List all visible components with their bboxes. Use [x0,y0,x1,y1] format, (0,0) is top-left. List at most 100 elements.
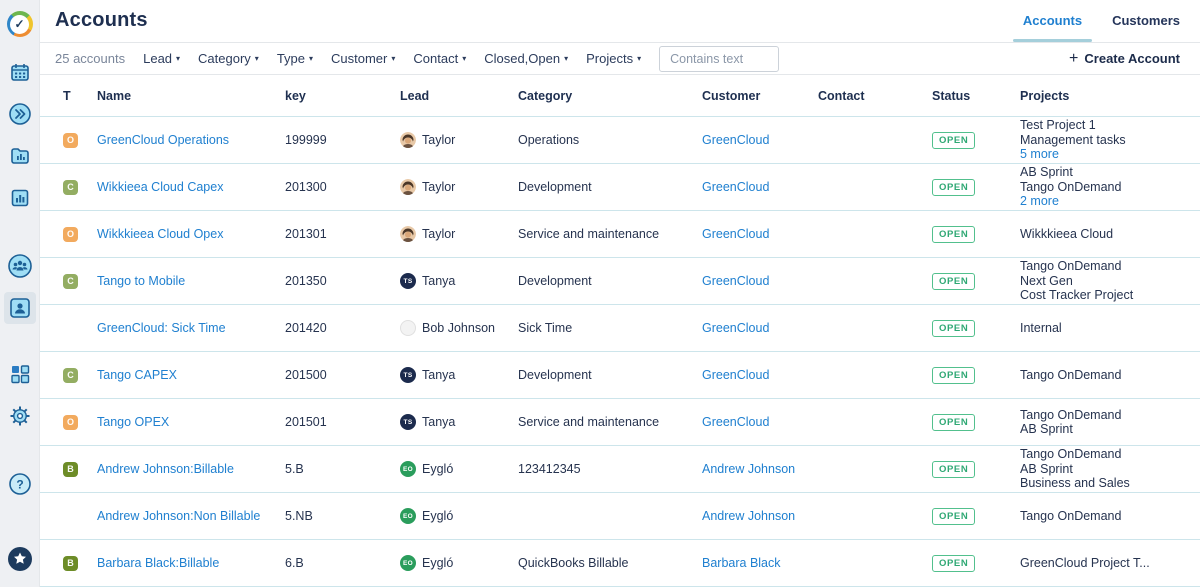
more-projects-link[interactable]: 2 more [1020,194,1059,209]
contains-text-input[interactable] [659,45,780,72]
customer-link[interactable]: Barbara Black [702,556,781,570]
account-key-cell: 201350 [285,274,327,288]
projects-cell: Tango OnDemand [1018,509,1180,524]
chevron-down-icon: ▾ [637,53,642,63]
sidebar-item-tempo-logo[interactable]: ✓ [4,8,36,40]
account-name-link[interactable]: Andrew Johnson:Billable [97,462,234,476]
account-key-cell: 5.NB [285,509,313,523]
customer-link[interactable]: GreenCloud [702,321,770,335]
help-icon: ? [8,472,32,496]
filter-category[interactable]: Category ▾ [198,51,259,66]
lead-name: Bob Johnson [422,321,495,335]
status-cell: OPEN [930,366,1018,384]
table-row[interactable]: GreenCloud: Sick Time 201420 Bob Johnson Si… [40,305,1200,352]
create-account-button[interactable]: + Create Account [1069,50,1180,67]
tab-customers[interactable]: Customers [1112,13,1180,29]
account-name-link[interactable]: Barbara Black:Billable [97,556,220,570]
filter-type[interactable]: Type ▾ [277,51,313,66]
table-row[interactable]: B Barbara Black:Billable 6.B EO Eygló QuickBo… [40,540,1200,587]
sidebar-item-reports[interactable] [4,140,36,172]
customer-link[interactable]: Andrew Johnson [702,509,796,523]
lead-avatar: EO [400,461,416,477]
account-key-cell: 201301 [285,227,327,241]
account-name-cell: Barbara Black:Billable [95,556,283,570]
customer-link[interactable]: GreenCloud [702,415,770,429]
status-badge: OPEN [932,319,976,337]
project-name: Tango OnDemand [1020,179,1122,194]
project-name: Tango OnDemand [1020,259,1122,274]
chevron-down-icon: ▾ [176,53,181,63]
customer-link[interactable]: GreenCloud [702,180,770,194]
sidebar-item-accounts[interactable] [3,292,36,324]
customer-cell: GreenCloud [700,180,816,194]
customer-link[interactable]: GreenCloud [702,368,770,382]
table-row[interactable]: O Wikkkieea Cloud Opex 201301 Taylor Service… [40,211,1200,258]
account-name-cell: GreenCloud: Sick Time [95,321,283,335]
customer-link[interactable]: GreenCloud [702,274,770,288]
page-title: Accounts [55,9,148,32]
customer-link[interactable]: Andrew Johnson [702,462,796,476]
account-name-link[interactable]: Andrew Johnson:Non Billable [97,509,261,523]
column-header-contact: Contact [818,88,865,103]
lead-cell: Taylor [398,132,516,148]
filter-closed-open[interactable]: Closed,Open ▾ [484,51,568,66]
lead-name: Tanya [422,274,456,288]
lead-avatar [400,132,416,148]
account-name-link[interactable]: GreenCloud Operations [97,133,230,147]
account-name-link[interactable]: Tango to Mobile [97,274,186,288]
account-key-cell: 201420 [285,321,327,335]
more-projects-link[interactable]: 5 more [1020,147,1059,162]
lead-cell: Taylor [398,179,516,195]
status-cell: OPEN [930,319,1018,337]
sidebar-item-expand[interactable] [4,98,36,130]
sidebar-item-pin[interactable] [4,543,36,575]
tempo-logo-icon: ✓ [6,11,33,37]
status-badge: OPEN [932,554,976,572]
chevron-down-icon: ▾ [462,53,467,63]
column-header-projects: Projects [1020,88,1070,103]
account-key-cell: 199999 [285,133,327,147]
table-row[interactable]: C Wikkieea Cloud Capex 201300 Taylor Develop… [40,164,1200,211]
sidebar-item-team[interactable] [4,250,36,282]
account-name-link[interactable]: Wikkieea Cloud Capex [97,180,224,194]
category-cell: Development [518,368,592,382]
customer-cell: GreenCloud [700,321,816,335]
lead-avatar [400,226,416,242]
sidebar-item-help[interactable]: ? [4,468,36,500]
filter-contact[interactable]: Contact ▾ [413,51,466,66]
sidebar-item-chart[interactable] [4,182,36,214]
lead-avatar: TS [400,273,416,289]
projects-cell: Test Project 1 Management tasks 5 more [1018,118,1180,162]
account-name-link[interactable]: Tango CAPEX [97,368,177,382]
sidebar-item-apps[interactable] [4,358,36,390]
table-row[interactable]: O Tango OPEX 201501 TS Tanya Service and main… [40,399,1200,446]
customer-cell: GreenCloud [700,368,816,382]
tab-accounts[interactable]: Accounts [1012,0,1093,42]
filter-lead[interactable]: Lead ▾ [143,51,180,66]
account-type-cell: B [55,461,95,477]
account-name-link[interactable]: Wikkkieea Cloud Opex [97,227,224,241]
project-name: Tango OnDemand [1020,367,1122,382]
column-header-lead: Lead [400,88,430,103]
project-name: AB Sprint [1020,461,1073,476]
account-type-badge: O [63,226,78,242]
table-row[interactable]: B Andrew Johnson:Billable 5.B EO Eygló 123412… [40,446,1200,493]
table-row[interactable]: Andrew Johnson:Non Billable 5.NB EO Eygló An… [40,493,1200,540]
lead-cell: TS Tanya [398,367,516,383]
table-row[interactable]: C Tango CAPEX 201500 TS Tanya Development Gree… [40,352,1200,399]
filter-customer[interactable]: Customer ▾ [331,51,395,66]
projects-cell: Tango OnDemand AB Sprint Business and Sale… [1018,447,1180,491]
filter-bar: 25 accounts Lead ▾ Category ▾ Type ▾ Customer ▾… [40,43,1200,76]
filter-projects[interactable]: Projects ▾ [586,51,641,66]
account-name-link[interactable]: GreenCloud: Sick Time [97,321,226,335]
project-name: Tango OnDemand [1020,407,1122,422]
status-badge: OPEN [932,507,976,525]
customer-link[interactable]: GreenCloud [702,133,770,147]
account-name-link[interactable]: Tango OPEX [97,415,170,429]
sidebar-item-settings[interactable] [4,400,36,432]
table-row[interactable]: O GreenCloud Operations 199999 Taylor Operat… [40,117,1200,164]
status-cell: OPEN [930,507,1018,525]
table-row[interactable]: C Tango to Mobile 201350 TS Tanya Development… [40,258,1200,305]
sidebar-item-calendar[interactable] [4,56,36,88]
customer-link[interactable]: GreenCloud [702,227,770,241]
